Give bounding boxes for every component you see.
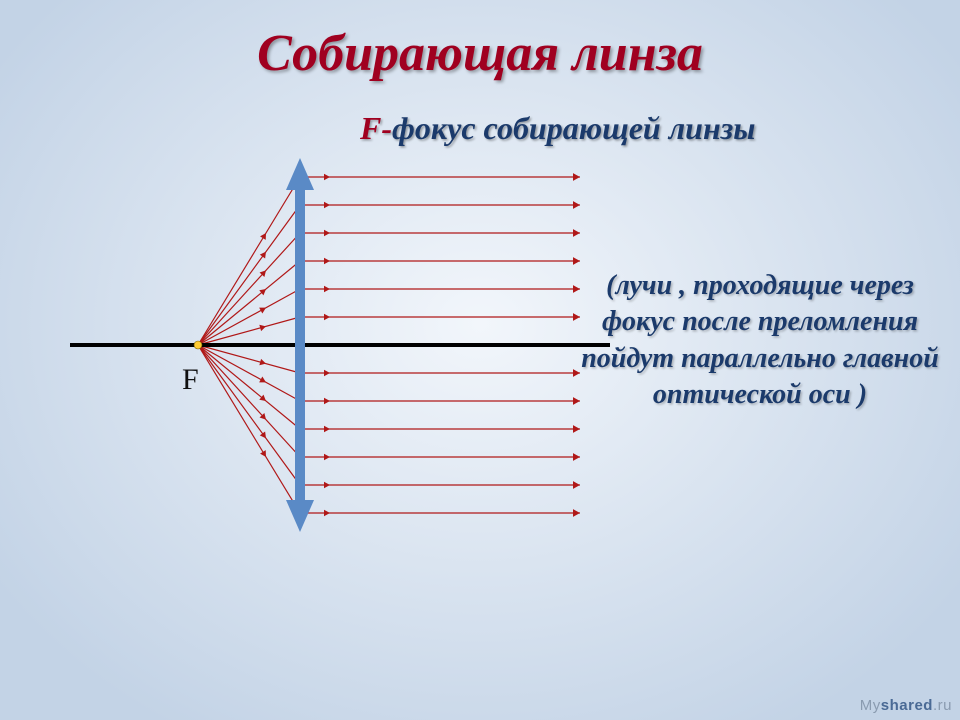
watermark: Myshared.ru	[860, 697, 952, 714]
focus-label-text: F	[182, 363, 199, 396]
watermark-shared: shared	[881, 697, 933, 714]
lens-diagram	[0, 0, 960, 720]
watermark-my: My	[860, 697, 881, 714]
focus-label: F	[182, 363, 199, 397]
focus-point	[194, 341, 202, 349]
watermark-ru: .ru	[933, 697, 952, 714]
